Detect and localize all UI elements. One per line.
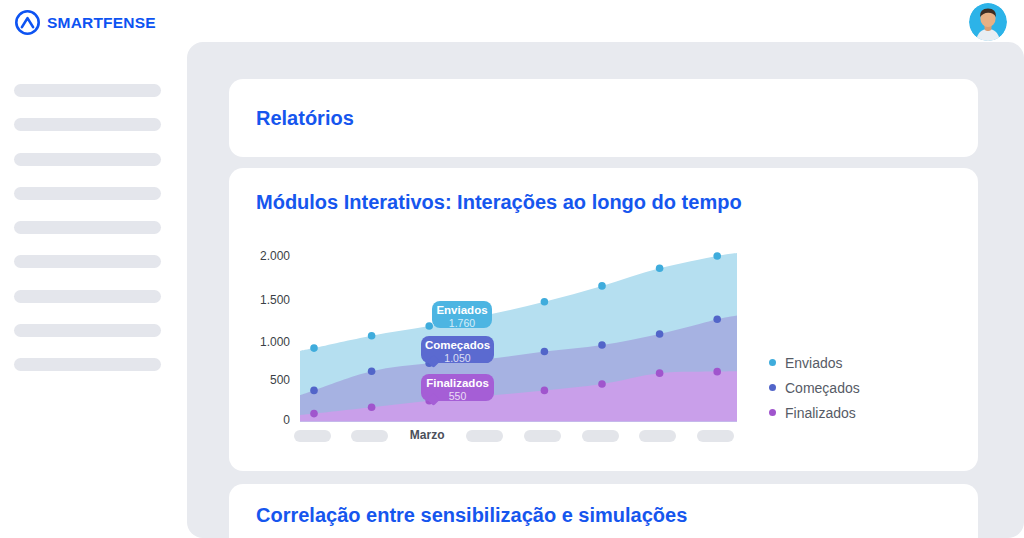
data-point-começados[interactable] — [310, 387, 318, 395]
content-panel: Relatórios Módulos Interativos: Interaçõ… — [187, 42, 1024, 538]
legend-label: Finalizados — [785, 405, 856, 421]
top-bar: SMARTFENSE — [0, 0, 1024, 42]
sidebar-skeleton-bar — [14, 84, 161, 97]
y-axis-tick-label: 2.000 — [237, 249, 290, 263]
card-modulos: Módulos Interativos: Interações ao longo… — [229, 168, 978, 471]
chart-tooltip-enviados: Enviados1.760 — [432, 301, 492, 328]
data-point-finalizados[interactable] — [541, 387, 549, 395]
y-axis-tick-label: 500 — [237, 373, 290, 387]
sidebar-skeleton-bar — [14, 358, 161, 371]
data-point-começados[interactable] — [598, 341, 606, 349]
sidebar-skeleton-bar — [14, 324, 161, 337]
tooltip-label: Finalizados — [421, 377, 494, 390]
data-point-enviados[interactable] — [656, 265, 664, 273]
legend-item-enviados[interactable]: Enviados — [769, 350, 860, 375]
x-axis-skeleton-pill — [639, 430, 676, 442]
tooltip-label: Começados — [421, 339, 494, 352]
brand-logo[interactable]: SMARTFENSE — [14, 9, 156, 36]
x-axis-label: Marzo — [410, 428, 445, 442]
y-axis-tick-label: 0 — [237, 413, 290, 427]
data-point-começados[interactable] — [368, 367, 376, 375]
data-point-enviados[interactable] — [368, 332, 376, 340]
x-axis-skeleton-pill — [697, 430, 734, 442]
data-point-finalizados[interactable] — [368, 403, 376, 411]
data-point-enviados[interactable] — [713, 252, 721, 260]
relatorios-title: Relatórios — [229, 107, 354, 130]
x-axis-skeleton-pill — [466, 430, 503, 442]
legend-dot — [769, 359, 776, 366]
chart-tooltip-finalizados: Finalizados550 — [421, 374, 494, 401]
smartfense-logo-icon — [14, 9, 41, 36]
legend-label: Começados — [785, 380, 860, 396]
data-point-finalizados[interactable] — [656, 369, 664, 377]
data-point-enviados[interactable] — [598, 282, 606, 290]
y-axis-tick-label: 1.000 — [237, 335, 290, 349]
data-point-finalizados[interactable] — [713, 368, 721, 376]
sidebar-skeleton — [14, 84, 161, 393]
data-point-começados[interactable] — [541, 348, 549, 356]
chart-tooltip-começados: Começados1.050 — [421, 336, 494, 363]
data-point-enviados[interactable] — [310, 344, 318, 352]
x-axis-skeleton-pill — [582, 430, 619, 442]
x-axis-skeleton-pill — [524, 430, 561, 442]
card-correlacao: Correlação entre sensibilização e simula… — [229, 484, 978, 538]
tooltip-value: 1.760 — [432, 317, 492, 329]
chart-legend: Enviados Começados Finalizados — [769, 350, 860, 425]
sidebar-skeleton-bar — [14, 118, 161, 131]
x-axis-skeleton-pill — [351, 430, 388, 442]
user-avatar[interactable] — [969, 3, 1007, 41]
sidebar-skeleton-bar — [14, 290, 161, 303]
card-relatorios: Relatórios — [229, 79, 978, 157]
legend-dot — [769, 384, 776, 391]
x-axis-skeleton-pill — [294, 430, 331, 442]
avatar-photo — [969, 3, 1007, 41]
area-chart-canvas — [300, 248, 737, 425]
correlacao-title: Correlação entre sensibilização e simula… — [229, 484, 978, 527]
sidebar-skeleton-bar — [14, 153, 161, 166]
legend-item-começados[interactable]: Começados — [769, 375, 860, 400]
data-point-começados[interactable] — [656, 330, 664, 338]
legend-dot — [769, 409, 776, 416]
sidebar-skeleton-bar — [14, 187, 161, 200]
legend-item-finalizados[interactable]: Finalizados — [769, 400, 860, 425]
legend-label: Enviados — [785, 355, 843, 371]
y-axis-tick-label: 1.500 — [237, 293, 290, 307]
sidebar-skeleton-bar — [14, 255, 161, 268]
data-point-finalizados[interactable] — [310, 410, 318, 418]
data-point-finalizados[interactable] — [598, 380, 606, 388]
data-point-começados[interactable] — [713, 316, 721, 324]
brand-name: SMARTFENSE — [47, 14, 156, 32]
sidebar-skeleton-bar — [14, 221, 161, 234]
tooltip-label: Enviados — [432, 304, 492, 317]
interactions-chart: 05001.0001.5002.000MarzoEnviados1.760Com… — [229, 168, 978, 471]
data-point-enviados[interactable] — [541, 298, 549, 306]
